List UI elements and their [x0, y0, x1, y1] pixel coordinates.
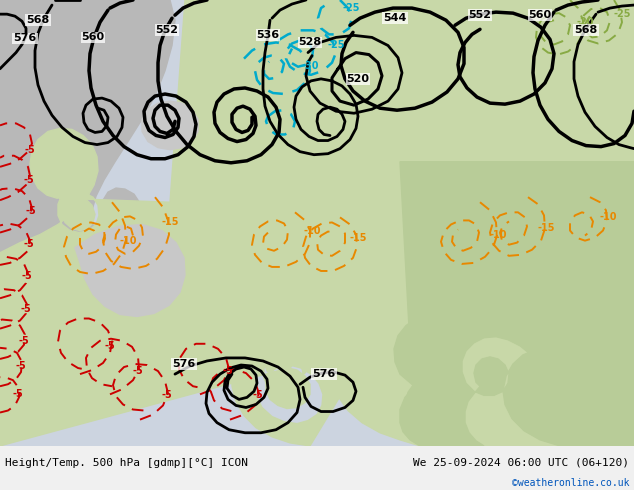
Text: -5: -5 [18, 336, 29, 346]
Text: -5: -5 [223, 366, 233, 376]
Text: -30: -30 [301, 61, 319, 71]
Text: -5: -5 [162, 391, 172, 400]
Text: -5: -5 [133, 366, 143, 376]
Text: -5: -5 [25, 145, 36, 155]
Polygon shape [0, 0, 634, 446]
Text: -10: -10 [489, 230, 507, 240]
Text: -25: -25 [342, 3, 359, 13]
Text: 544: 544 [384, 13, 406, 23]
Text: 560: 560 [81, 32, 105, 43]
Polygon shape [0, 0, 197, 303]
Text: 576: 576 [313, 369, 335, 379]
Text: -20: -20 [576, 17, 594, 27]
Text: -5: -5 [16, 361, 27, 371]
Text: 528: 528 [299, 37, 321, 48]
Text: Height/Temp. 500 hPa [gdmp][°C] ICON: Height/Temp. 500 hPa [gdmp][°C] ICON [5, 458, 248, 468]
Polygon shape [75, 224, 185, 317]
Text: -5: -5 [105, 341, 115, 351]
Text: -5: -5 [252, 391, 263, 400]
Text: -5: -5 [22, 271, 32, 281]
Text: 552: 552 [155, 25, 179, 35]
Text: We 25-09-2024 06:00 UTC (06+120): We 25-09-2024 06:00 UTC (06+120) [413, 458, 629, 468]
Text: -25: -25 [327, 41, 345, 50]
Text: -5: -5 [23, 239, 34, 249]
Text: -5: -5 [21, 304, 31, 315]
Text: -15: -15 [161, 218, 179, 227]
Text: ©weatheronline.co.uk: ©weatheronline.co.uk [512, 478, 629, 488]
Text: -10: -10 [599, 212, 617, 222]
Text: 536: 536 [256, 30, 280, 40]
Text: 568: 568 [574, 25, 598, 35]
Text: -25: -25 [613, 9, 631, 19]
Text: 520: 520 [347, 74, 370, 84]
Polygon shape [394, 162, 634, 446]
Text: 560: 560 [528, 10, 552, 20]
Text: 568: 568 [27, 15, 49, 25]
Text: -15: -15 [349, 233, 366, 243]
Text: -10: -10 [119, 236, 137, 245]
Polygon shape [142, 101, 198, 149]
Text: -5: -5 [25, 206, 36, 216]
Text: -15: -15 [537, 222, 555, 232]
Text: -5: -5 [13, 390, 23, 399]
Text: 552: 552 [469, 10, 491, 20]
Text: 576: 576 [172, 359, 196, 369]
Text: 576: 576 [13, 33, 37, 44]
Text: -5: -5 [23, 175, 34, 185]
Text: -10: -10 [303, 225, 321, 236]
